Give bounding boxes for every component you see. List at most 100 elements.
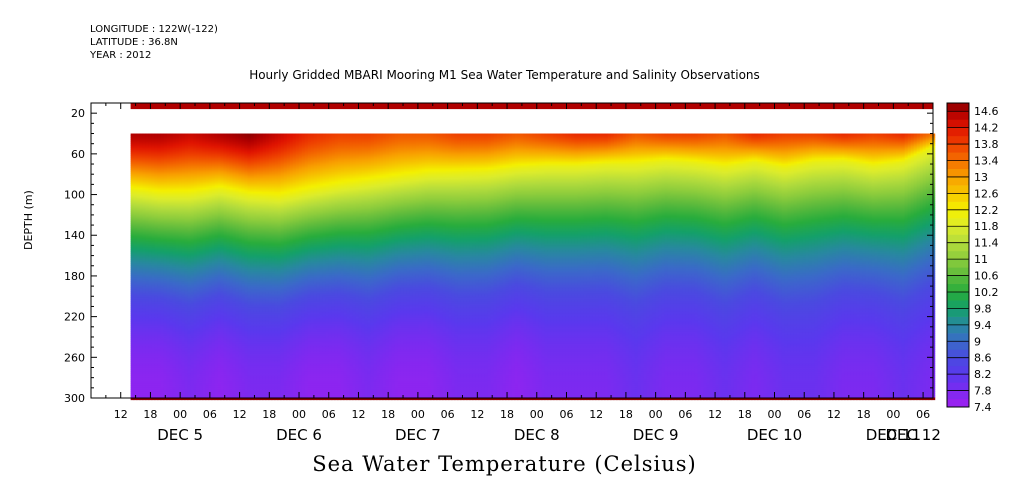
heat-cell: [163, 319, 168, 323]
heat-cell: [169, 229, 174, 233]
heat-cell: [148, 215, 153, 219]
heat-cell: [130, 217, 135, 221]
heat-cell: [136, 303, 141, 307]
heat-cell: [148, 195, 153, 199]
heat-cell: [154, 339, 159, 343]
heat-cell: [169, 315, 174, 319]
heat-cell: [163, 239, 168, 243]
heat-cell: [175, 209, 180, 213]
heat-cell: [151, 187, 156, 191]
heat-cell: [181, 307, 186, 311]
heat-cell: [133, 165, 138, 169]
heat-cell: [181, 379, 186, 383]
heat-cell: [154, 133, 159, 137]
heat-cell: [160, 227, 165, 231]
heat-cell: [151, 353, 156, 357]
heat-cell: [139, 165, 144, 169]
heat-cell: [136, 137, 141, 141]
heat-cell: [133, 211, 138, 215]
heat-cell: [172, 221, 177, 225]
heat-cell: [154, 203, 159, 207]
heat-cell: [139, 331, 144, 335]
heat-cell: [172, 383, 177, 387]
heat-cell: [184, 173, 189, 177]
heat-cell: [130, 199, 135, 203]
heat-cell: [154, 309, 159, 313]
heat-cell: [133, 133, 138, 137]
heat-cell: [178, 289, 183, 293]
heat-cell: [136, 389, 141, 393]
heat-cell: [136, 391, 141, 395]
heat-cell: [175, 361, 180, 365]
heat-cell: [133, 293, 138, 297]
heat-cell: [145, 397, 150, 401]
heat-cell: [136, 167, 141, 171]
heat-cell: [163, 195, 168, 199]
heat-cell: [166, 191, 171, 195]
heat-cell: [142, 357, 147, 361]
heat-cell: [178, 171, 183, 175]
heat-cell: [142, 363, 147, 367]
heat-cell: [133, 163, 138, 167]
heat-cell: [148, 257, 153, 261]
heat-cell: [136, 277, 141, 281]
heat-cell: [175, 185, 180, 189]
heat-cell: [178, 219, 183, 223]
heat-cell: [148, 285, 153, 289]
heat-cell: [130, 191, 135, 195]
heat-cell: [145, 215, 150, 219]
heat-cell: [160, 303, 165, 307]
heat-cell: [133, 227, 138, 231]
heat-cell: [181, 183, 186, 187]
heat-cell: [178, 381, 183, 385]
heat-cell: [157, 149, 162, 153]
heat-cell: [169, 261, 174, 265]
heat-cell: [163, 387, 168, 391]
heat-cell: [169, 135, 174, 139]
heat-cell: [166, 193, 171, 197]
heat-cell: [166, 329, 171, 333]
heat-cell: [172, 143, 177, 147]
heat-cell: [178, 327, 183, 331]
heat-cell: [139, 367, 144, 371]
heat-cell: [178, 337, 183, 341]
heat-cell: [130, 239, 135, 243]
heat-cell: [133, 389, 138, 393]
heat-cell: [133, 391, 138, 395]
heat-cell: [160, 201, 165, 205]
heat-cell: [139, 291, 144, 295]
heat-cell: [142, 323, 147, 327]
heat-cell: [154, 389, 159, 393]
heat-cell: [181, 135, 186, 139]
heat-cell: [139, 315, 144, 319]
heat-cell: [160, 143, 165, 147]
heat-cell: [139, 379, 144, 383]
heat-cell: [136, 335, 141, 339]
heat-cell: [172, 387, 177, 391]
heat-cell: [157, 143, 162, 147]
heat-cell: [133, 281, 138, 285]
heat-cell: [151, 143, 156, 147]
heat-cell: [157, 319, 162, 323]
heat-cell: [139, 319, 144, 323]
heat-cell: [175, 219, 180, 223]
heat-cell: [169, 275, 174, 279]
heat-cell: [157, 183, 162, 187]
heat-cell: [151, 195, 156, 199]
heat-cell: [169, 255, 174, 259]
heat-cell: [142, 267, 147, 271]
heat-cell: [163, 265, 168, 269]
heat-cell: [169, 397, 174, 401]
heat-cell: [172, 293, 177, 297]
heat-cell: [151, 367, 156, 371]
heat-cell: [157, 295, 162, 299]
heat-cell: [184, 269, 189, 273]
heat-cell: [151, 251, 156, 255]
heat-cell: [172, 377, 177, 381]
heat-cell: [175, 257, 180, 261]
heat-cell: [154, 141, 159, 145]
heat-cell: [181, 159, 186, 163]
heat-cell: [148, 385, 153, 389]
heat-cell: [142, 193, 147, 197]
heat-cell: [154, 307, 159, 311]
